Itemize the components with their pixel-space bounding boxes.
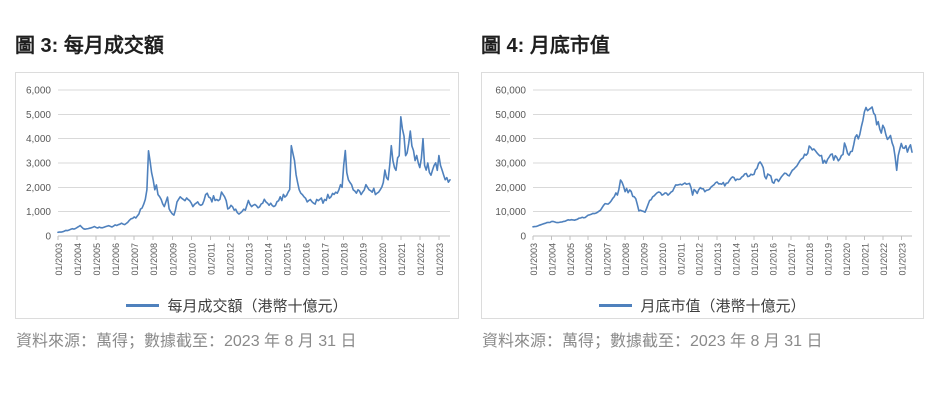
x-tick-label: 01/2010 <box>658 243 668 276</box>
x-tick-label: 01/2022 <box>416 243 426 276</box>
x-tick-label: 01/2004 <box>547 243 557 276</box>
x-tick-label: 01/2009 <box>168 243 178 276</box>
figure-3-source-note: 資料來源：萬得；數據截至：2023 年 8 月 31 日 <box>16 333 357 350</box>
figure-3-panel: 圖 3: 每月成交額 0 1,000 2,000 3,000 4,000 5,000 6,0… <box>15 33 461 352</box>
figure-3-chart-frame: 0 1,000 2,000 3,000 4,000 5,000 6,000 01/2003 01… <box>15 72 459 319</box>
series-line <box>57 115 451 234</box>
figure-3-title: 圖 3: 每月成交額 <box>15 35 164 57</box>
x-tick-label: 01/2013 <box>244 243 254 276</box>
y-tick-label: 0 <box>45 232 51 243</box>
figure-4-title: 圖 4: 月底市值 <box>481 35 610 57</box>
x-tick-label: 01/2022 <box>879 243 889 276</box>
y-tick-label: 20,000 <box>495 183 526 194</box>
x-tick-label: 01/2017 <box>321 243 331 276</box>
y-tick-label: 40,000 <box>495 134 526 145</box>
x-tick-label: 01/2008 <box>149 243 159 276</box>
x-tick-label: 01/2021 <box>397 243 407 276</box>
y-tick-label: 3,000 <box>26 159 51 170</box>
figure-4-source-note: 資料來源：萬得；數據截至：2023 年 8 月 31 日 <box>482 333 823 350</box>
x-tick-label: 01/2006 <box>111 243 121 276</box>
x-tick-label: 01/2005 <box>92 243 102 276</box>
figure-4-line-chart: 0 10,000 20,000 30,000 40,000 50,000 60,000 01/… <box>495 86 913 276</box>
y-tick-label: 5,000 <box>26 110 51 121</box>
x-tick-label: 01/2020 <box>378 243 388 276</box>
figure-4-chart-frame: 0 10,000 20,000 30,000 40,000 50,000 60,000 01/… <box>481 72 924 319</box>
y-tick-label: 60,000 <box>495 86 526 97</box>
y-tick-label: 30,000 <box>495 159 526 170</box>
x-tick-label: 01/2003 <box>54 243 64 276</box>
x-tick-label: 01/2014 <box>732 243 742 276</box>
x-tick-label: 01/2011 <box>676 243 686 275</box>
x-tick-label: 01/2016 <box>302 243 312 276</box>
x-tick-label: 01/2010 <box>187 243 197 276</box>
x-tick-label: 01/2007 <box>603 243 613 276</box>
y-tick-label: 10,000 <box>495 207 526 218</box>
x-tick-label: 01/2018 <box>340 243 350 276</box>
y-tick-label: 4,000 <box>26 134 51 145</box>
y-tick-label: 50,000 <box>495 110 526 121</box>
legend-label: 月底市值（港幣十億元） <box>640 298 806 315</box>
x-tick-label: 01/2015 <box>750 243 760 276</box>
figure-4-legend: 月底市值（港幣十億元） <box>482 293 923 318</box>
x-tick-label: 01/2019 <box>359 243 369 276</box>
x-tick-label: 01/2012 <box>695 243 705 276</box>
figure-4-panel: 圖 4: 月底市值 0 10,000 20,000 30,000 40,000 50,00… <box>481 33 926 352</box>
x-tick-label: 01/2023 <box>435 243 445 276</box>
figure-3-line-chart: 0 1,000 2,000 3,000 4,000 5,000 6,000 01/2003 01… <box>26 86 451 276</box>
x-tick-label: 01/2005 <box>566 243 576 276</box>
x-tick-label: 01/2014 <box>263 243 273 276</box>
x-tick-label: 01/2011 <box>206 243 216 275</box>
series-line <box>532 106 913 228</box>
y-tick-label: 0 <box>520 232 526 243</box>
x-tick-label: 01/2008 <box>621 243 631 276</box>
x-tick-label: 01/2013 <box>713 243 723 276</box>
x-tick-label: 01/2012 <box>225 243 235 276</box>
y-tick-label: 6,000 <box>26 86 51 97</box>
x-tick-label: 01/2020 <box>842 243 852 276</box>
figure-3-legend: 每月成交額（港幣十億元） <box>16 293 458 318</box>
legend-line-marker <box>599 304 633 307</box>
x-tick-label: 01/2009 <box>639 243 649 276</box>
y-tick-label: 2,000 <box>26 183 51 194</box>
legend-label: 每月成交額（港幣十億元） <box>167 298 348 315</box>
x-tick-label: 01/2021 <box>860 243 870 276</box>
x-tick-label: 01/2019 <box>824 243 834 276</box>
x-tick-label: 01/2007 <box>130 243 140 276</box>
x-tick-label: 01/2017 <box>787 243 797 276</box>
x-tick-label: 01/2006 <box>584 243 594 276</box>
x-tick-label: 01/2023 <box>897 243 907 276</box>
x-tick-label: 01/2003 <box>529 243 539 276</box>
x-tick-label: 01/2018 <box>805 243 815 276</box>
x-tick-label: 01/2015 <box>283 243 293 276</box>
x-tick-label: 01/2004 <box>73 243 83 276</box>
y-tick-label: 1,000 <box>26 207 51 218</box>
x-tick-label: 01/2016 <box>768 243 778 276</box>
legend-line-marker <box>126 304 160 307</box>
